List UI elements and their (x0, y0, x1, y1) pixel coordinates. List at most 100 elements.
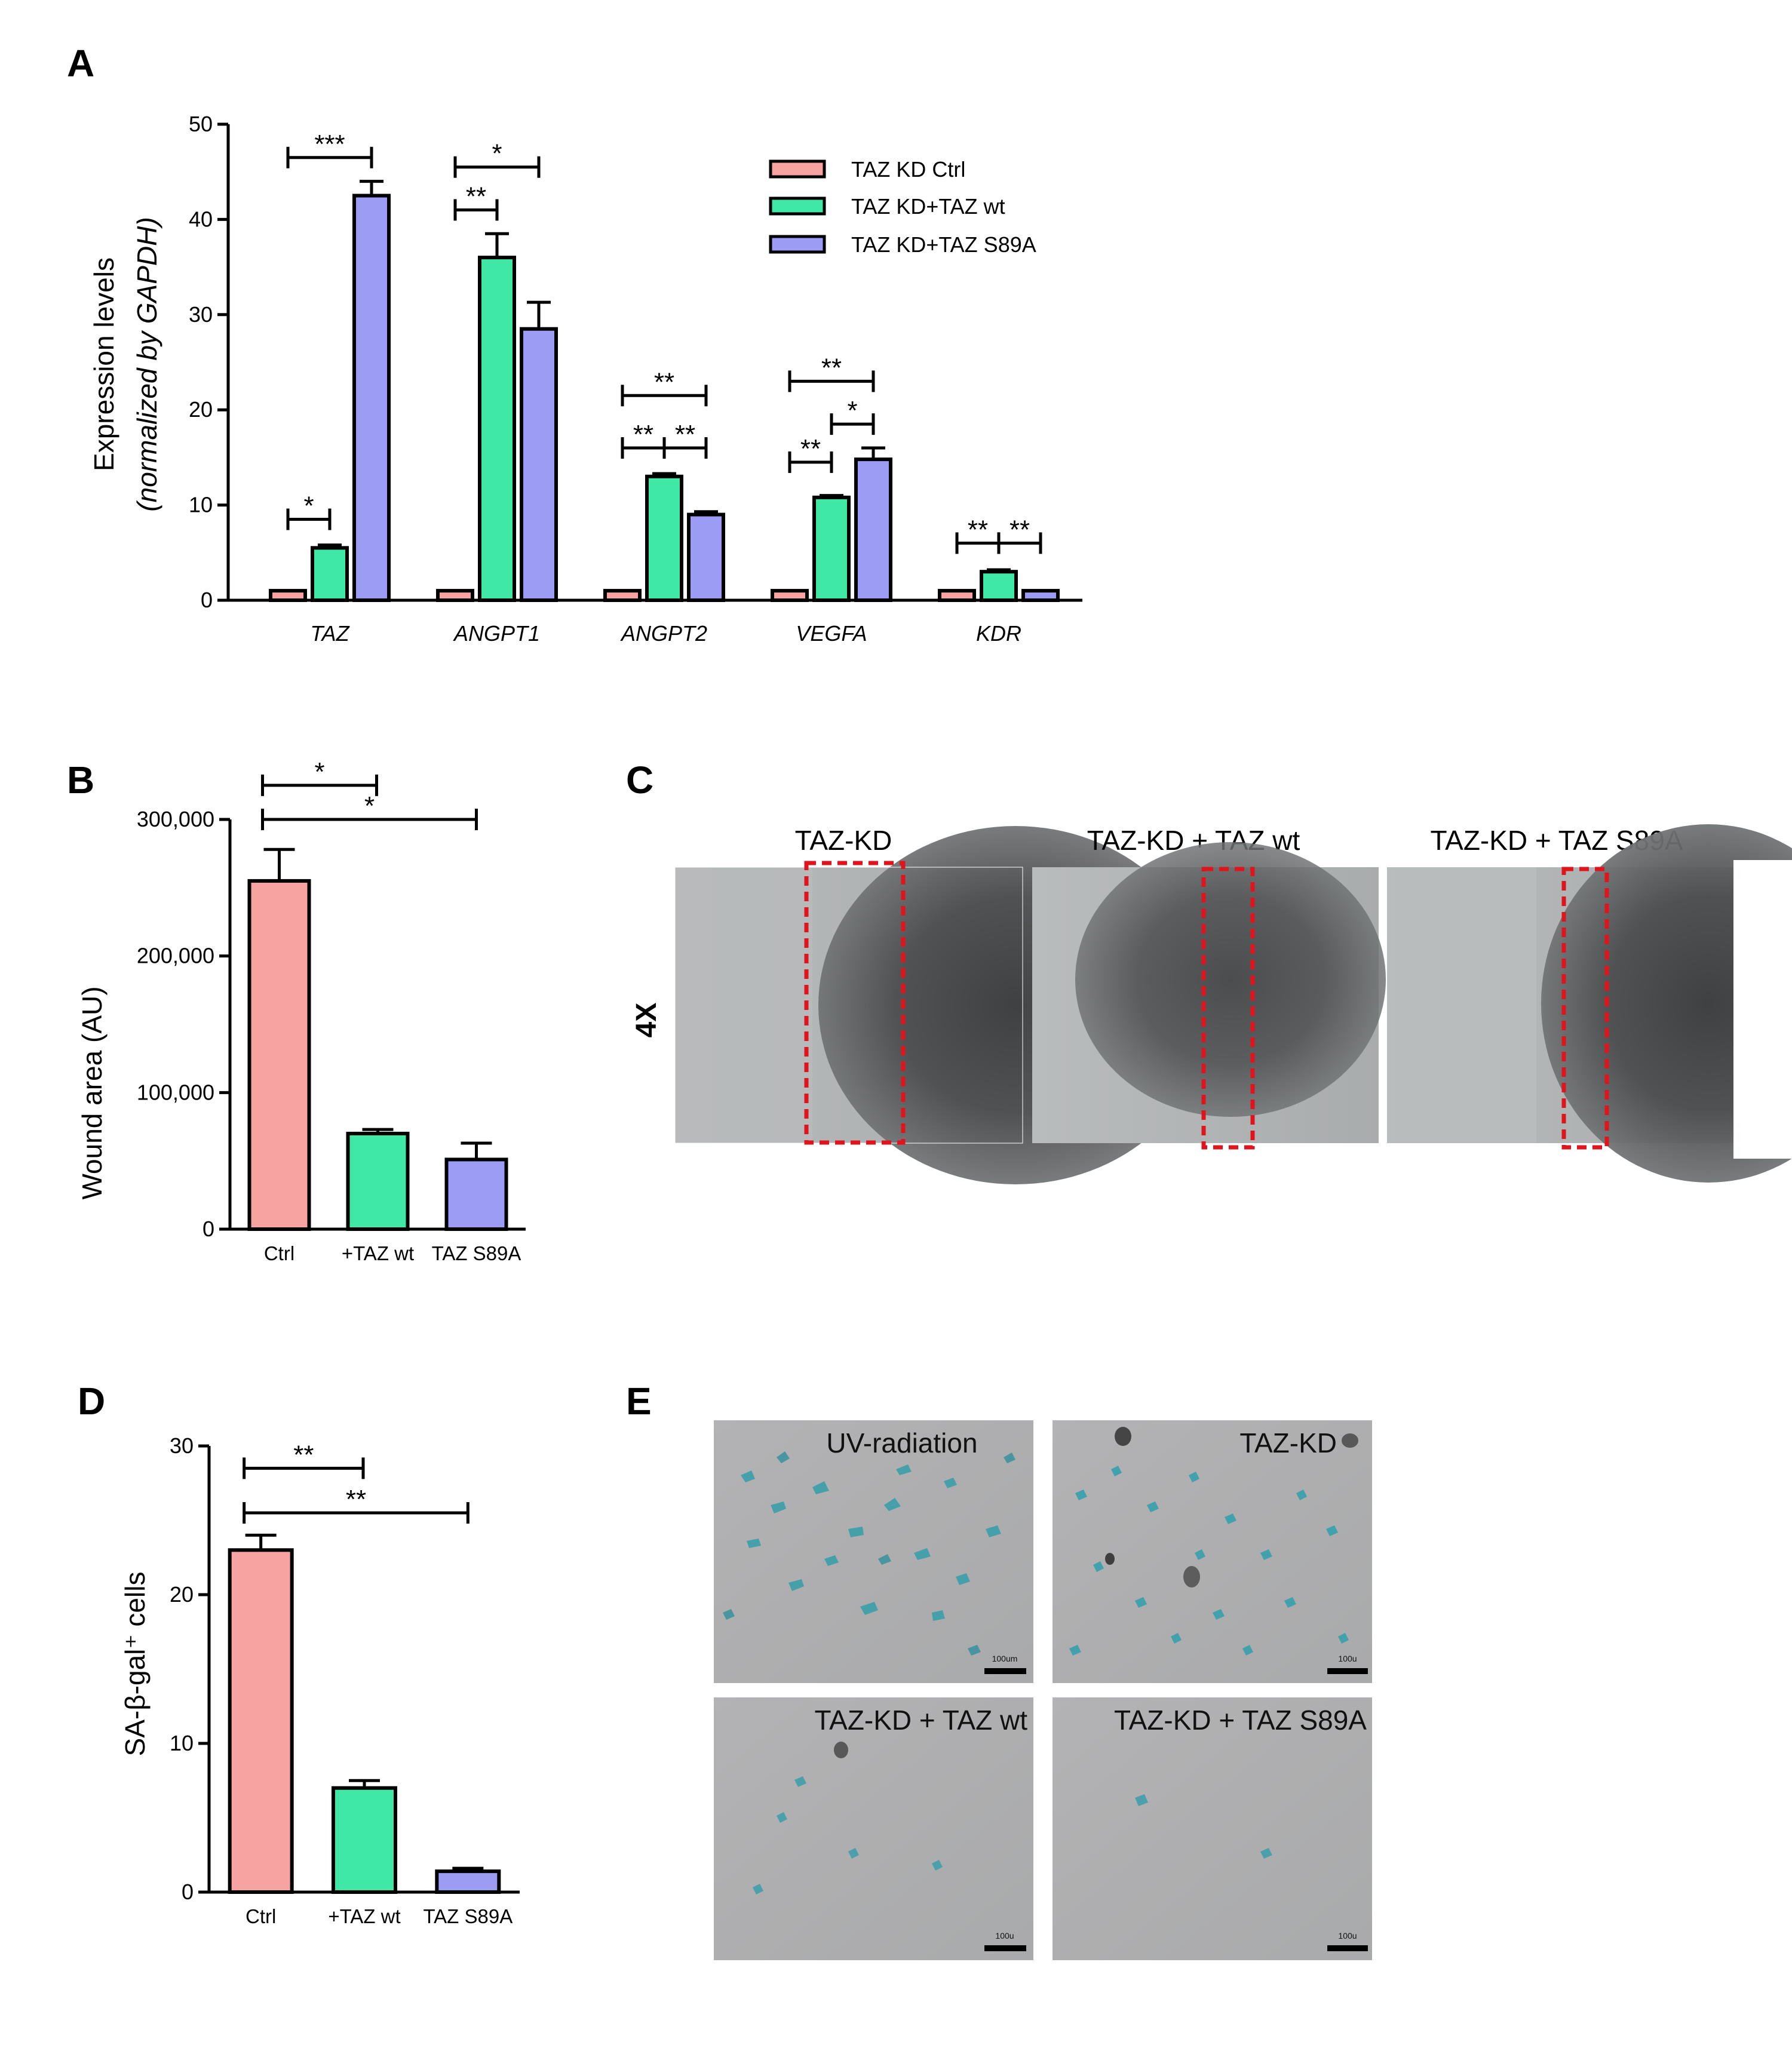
significance-label: *** (314, 130, 345, 159)
wound-image-frame (674, 867, 1023, 1144)
bar-s89a (435, 1869, 501, 1894)
chart-b: Wound area (AU) 0 100,000 200,000 300,000 Ct… (76, 757, 526, 1264)
cell-monolayer-region (1075, 842, 1386, 1117)
stain-image-label-1: UV-radiation (826, 1427, 977, 1458)
panel-e-images: UV-radiation 100um TAZ-KD 100u TAZ-KD + … (714, 1420, 1372, 1960)
bar-wt (980, 570, 1018, 602)
sa-beta-gal-image-uv: UV-radiation 100um (714, 1420, 1033, 1683)
significance-label: ** (293, 1440, 314, 1469)
bar-wt (478, 256, 516, 603)
bar-s89a (352, 194, 391, 602)
significance-label: ** (968, 515, 988, 544)
y-tick-label: 100,000 (137, 1080, 214, 1104)
significance-label: * (314, 757, 324, 787)
wound-gap-box (1201, 867, 1255, 1150)
debris (1183, 1566, 1200, 1588)
debris (1115, 1427, 1131, 1446)
significance-label: ** (675, 420, 695, 449)
panel-d-label: D (78, 1380, 105, 1423)
bar-wt (332, 1786, 397, 1894)
bar-s89a (1021, 589, 1060, 602)
wound-gap-box (804, 861, 906, 1145)
y-tick-label: 300,000 (137, 807, 214, 831)
y-tick-label: 10 (189, 493, 213, 517)
significance-label: ** (821, 353, 842, 382)
debris (1105, 1553, 1115, 1565)
legend-swatch-ctrl (769, 159, 826, 179)
bar-s89a (687, 512, 725, 602)
scale-bar-label-4: 100u (1338, 1931, 1357, 1940)
chart-d: SA-β-gal⁺ cells 0 10 20 30 Ctrl +TAZ wt TAZ S8… (119, 1433, 520, 1927)
x-category-label: +TAZ wt (328, 1905, 400, 1927)
x-category-label: Ctrl (264, 1242, 294, 1264)
bar-s89a (520, 327, 558, 603)
x-category-label: TAZ S89A (432, 1242, 521, 1264)
x-category-label: KDR (976, 621, 1021, 646)
significance-label: * (847, 396, 857, 425)
panel-a-label: A (67, 42, 94, 85)
panel-b-label: B (67, 759, 94, 802)
wound-image-taz-s89a: TAZ-KD + TAZ S89A (1387, 824, 1792, 1183)
bar-ctrl (938, 589, 976, 602)
y-tick-label: 30 (189, 302, 213, 327)
wound-image-clip (1733, 860, 1792, 1159)
y-tick-label: 20 (189, 397, 213, 422)
significance-label: ** (654, 367, 674, 397)
bar-wt (311, 546, 349, 603)
bar-s89a (444, 1157, 508, 1232)
y-tick-label: 200,000 (137, 944, 214, 968)
legend-label-s89a: TAZ KD+TAZ S89A (851, 232, 1036, 257)
bar-ctrl (771, 589, 809, 602)
debris (834, 1742, 848, 1758)
legend-swatch-wt (769, 196, 826, 216)
significance-label: ** (633, 420, 653, 449)
x-category-label: VEGFA (796, 621, 867, 646)
scale-bar-label-1: 100um (992, 1654, 1018, 1663)
sa-beta-gal-image-taz-s89a: TAZ-KD + TAZ S89A 100u (1053, 1697, 1372, 1960)
bar-s89a (854, 457, 892, 603)
magnification-label: 4X (631, 1003, 662, 1038)
significance-label: ** (346, 1485, 366, 1514)
stain-image-label-2: TAZ-KD (1239, 1427, 1337, 1458)
bar-wt (645, 474, 683, 603)
chart-a-ylabel-line1: Expression levels (88, 257, 119, 471)
significance-label: ** (466, 182, 486, 211)
scale-bar-label-3: 100u (995, 1931, 1014, 1940)
chart-a-ylabel-line2: (normalized by GAPDH) (131, 217, 162, 511)
y-tick-label: 40 (189, 207, 213, 231)
y-tick-label: 20 (170, 1582, 194, 1607)
wound-image-label-1: TAZ-KD (795, 825, 892, 856)
stain-image-label-4: TAZ-KD + TAZ S89A (1114, 1705, 1367, 1736)
panel-e-label: E (626, 1380, 652, 1423)
wound-image-background (1387, 867, 1536, 1143)
x-category-label: TAZ S89A (423, 1905, 513, 1927)
y-tick-label: 0 (182, 1880, 194, 1904)
significance-label: ** (800, 434, 821, 463)
y-tick-label: 0 (202, 1217, 214, 1241)
x-category-label: ANGPT2 (620, 621, 707, 646)
debris (1342, 1433, 1358, 1448)
chart-a-legend: TAZ KD Ctrl TAZ KD+TAZ wt TAZ KD+TAZ S89… (769, 157, 1036, 257)
bar-ctrl (436, 589, 474, 602)
chart-d-ylabel: SA-β-gal⁺ cells (119, 1572, 151, 1757)
chart-a: Expression levels (normalized by GAPDH) … (88, 112, 1082, 646)
bar-ctrl (603, 589, 642, 602)
y-tick-label: 0 (201, 588, 213, 612)
y-tick-label: 10 (170, 1731, 194, 1755)
sa-beta-gal-image-taz-wt: TAZ-KD + TAZ wt 100u (714, 1697, 1033, 1960)
bar-ctrl (269, 589, 307, 602)
bar-wt (812, 495, 851, 603)
bar-ctrl (228, 1548, 294, 1894)
legend-label-wt: TAZ KD+TAZ wt (851, 194, 1005, 219)
stain-image-background (1053, 1697, 1372, 1960)
x-category-label: ANGPT1 (453, 621, 540, 646)
panel-c-label: C (626, 759, 653, 802)
y-tick-label: 50 (189, 112, 213, 136)
x-category-label: Ctrl (246, 1905, 276, 1927)
legend-label-ctrl: TAZ KD Ctrl (851, 157, 965, 182)
significance-label: * (303, 492, 314, 521)
stain-image-background (714, 1420, 1033, 1683)
significance-label: * (364, 791, 375, 821)
x-category-label: TAZ (310, 621, 349, 646)
